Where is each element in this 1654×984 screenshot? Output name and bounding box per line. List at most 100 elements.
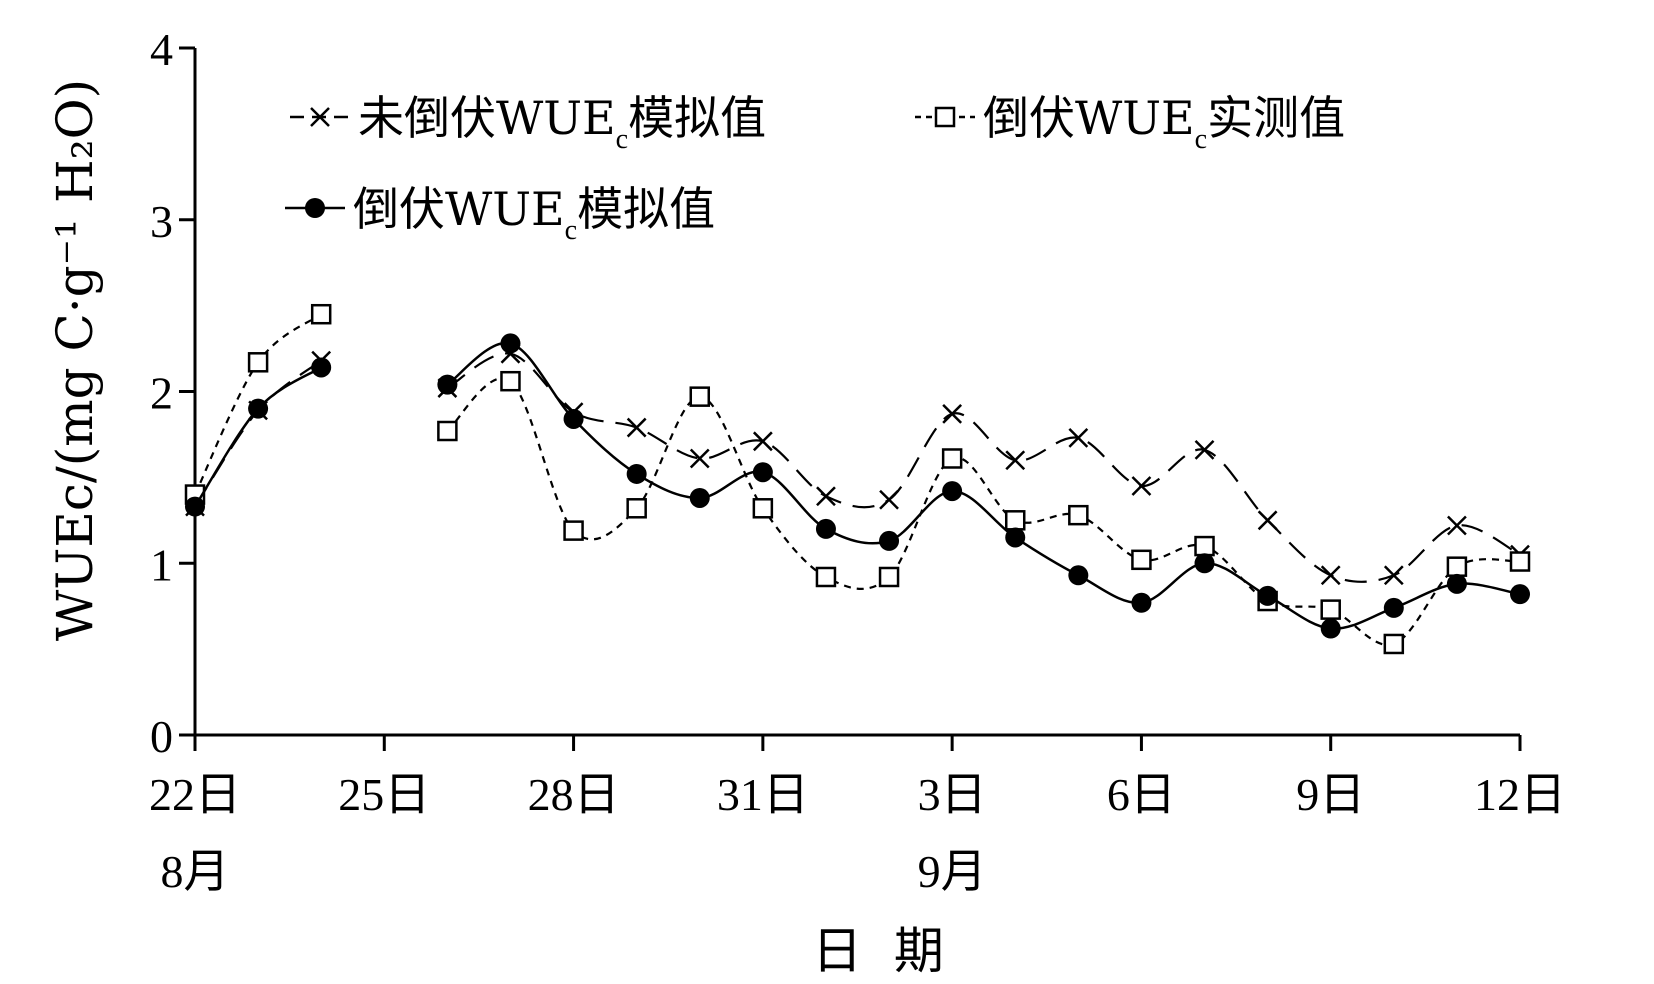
- data-point-square: [247, 352, 269, 373]
- data-point-x-stroke-b: [1005, 450, 1026, 471]
- x-tick-label: 28日: [528, 769, 620, 820]
- data-point-x-stroke-b: [1383, 565, 1404, 586]
- y-tick-label: 2: [150, 368, 173, 419]
- legend-label: 未倒伏WUEc模拟值: [358, 91, 766, 155]
- data-point-square: [437, 420, 458, 442]
- legend-label: 倒伏WUEc实测值: [983, 91, 1345, 155]
- data-point-square: [1383, 633, 1405, 655]
- y-tick-label: 4: [150, 24, 173, 75]
- data-point-x-stroke-b: [816, 486, 836, 507]
- x-tick-label: 6日: [1107, 769, 1176, 820]
- data-point-x: [942, 403, 963, 424]
- data-point-circle: [689, 487, 710, 508]
- data-point-circle: [563, 408, 584, 429]
- data-point-x: [1257, 510, 1278, 531]
- data-point-square: [1131, 549, 1152, 571]
- series-line: [194, 313, 322, 496]
- legend-marker-square: [934, 106, 956, 128]
- data-point-x: [1383, 565, 1404, 586]
- legend-subscript: c: [1195, 124, 1207, 155]
- data-point-circle: [1005, 527, 1026, 548]
- legend-subscript: c: [616, 124, 628, 155]
- data-point-x: [1131, 476, 1152, 496]
- x-tick-label: 31日: [717, 769, 809, 820]
- series-layer: [184, 303, 1531, 655]
- x-axis-title: 日 期: [812, 922, 944, 980]
- data-point-x-stroke-b: [1068, 427, 1089, 448]
- data-point-square: [1446, 556, 1468, 577]
- legend-item: 未倒伏WUEc模拟值: [290, 91, 766, 155]
- data-point-x: [816, 486, 836, 507]
- data-point-circle: [1383, 597, 1404, 618]
- y-tick-label: 3: [150, 196, 173, 247]
- data-point-circle: [1257, 585, 1278, 606]
- data-point-x: [752, 431, 773, 452]
- y-axis-title: WUEc/(mg C·g⁻¹ H₂O): [46, 79, 104, 641]
- data-point-square: [815, 566, 837, 588]
- legend-item: 倒伏WUEc模拟值: [285, 182, 715, 246]
- x-month-label: 9月: [918, 846, 987, 897]
- data-point-x: [879, 489, 899, 510]
- x-month-label: 8月: [161, 846, 230, 897]
- axes: 0 1 2 3 4 22日 25日 28日 31日 3日 6日 9日 12日 8月 9月: [149, 24, 1566, 897]
- series-line: [194, 359, 322, 508]
- legend-item: 倒伏WUEc实测值: [915, 91, 1345, 155]
- series-x: [185, 343, 1530, 586]
- legend-label: 倒伏WUEc模拟值: [353, 182, 715, 246]
- data-point-circle: [1131, 592, 1152, 613]
- data-point-square: [1004, 510, 1026, 531]
- y-tick-label: 0: [150, 711, 173, 762]
- data-point-square: [1509, 551, 1531, 572]
- legend-marker-x-stroke-b: [310, 107, 330, 127]
- series-line: [446, 352, 1521, 583]
- data-point-circle: [626, 463, 647, 484]
- x-tick-label: 22日: [149, 769, 241, 820]
- data-point-square: [1320, 599, 1341, 620]
- data-point-square: [941, 448, 963, 469]
- data-point-circle: [1194, 553, 1215, 574]
- legend-subscript: c: [565, 215, 577, 246]
- x-tick-label: 25日: [338, 769, 430, 820]
- legend-label-tail: 模拟值: [577, 182, 715, 236]
- data-point-square: [1068, 504, 1089, 526]
- data-point-square: [626, 498, 647, 519]
- data-point-circle: [500, 333, 521, 354]
- data-point-circle: [437, 374, 458, 395]
- data-point-square: [563, 520, 584, 541]
- data-point-x-stroke-b: [626, 417, 647, 438]
- series-line: [446, 377, 1521, 647]
- data-point-circle: [185, 496, 205, 517]
- series-line: [446, 341, 1521, 630]
- data-point-circle: [879, 530, 900, 551]
- legend-label-tail: 实测值: [1207, 91, 1345, 145]
- data-point-circle: [815, 518, 836, 539]
- series-circle: [185, 333, 1530, 639]
- x-tick-label: 3日: [918, 769, 987, 820]
- data-point-square: [752, 498, 774, 519]
- data-point-x-stroke-b: [1447, 515, 1467, 536]
- data-point-x-stroke-b: [689, 448, 710, 469]
- data-point-x: [1194, 440, 1215, 460]
- legend-marker-x: [310, 107, 330, 127]
- y-tick-label: 1: [150, 539, 173, 590]
- data-point-x: [1447, 515, 1467, 536]
- data-point-circle: [1068, 565, 1089, 586]
- data-point-x: [689, 448, 710, 469]
- series-square: [184, 303, 1531, 655]
- data-point-circle: [1510, 584, 1530, 605]
- data-point-x-stroke-b: [752, 431, 773, 452]
- data-point-circle: [1446, 573, 1467, 594]
- data-point-square: [1194, 535, 1215, 557]
- legend-marker-circle: [305, 198, 325, 218]
- x-tick-label: 12日: [1474, 769, 1566, 820]
- data-point-circle: [942, 481, 963, 502]
- data-point-x-stroke-b: [879, 489, 899, 510]
- data-point-x-stroke-b: [1194, 440, 1215, 460]
- data-point-x: [1068, 427, 1089, 448]
- data-point-x: [626, 417, 647, 438]
- data-point-circle: [1320, 618, 1341, 639]
- data-point-x: [1320, 565, 1341, 586]
- data-point-square: [500, 370, 521, 392]
- data-point-square: [310, 303, 332, 325]
